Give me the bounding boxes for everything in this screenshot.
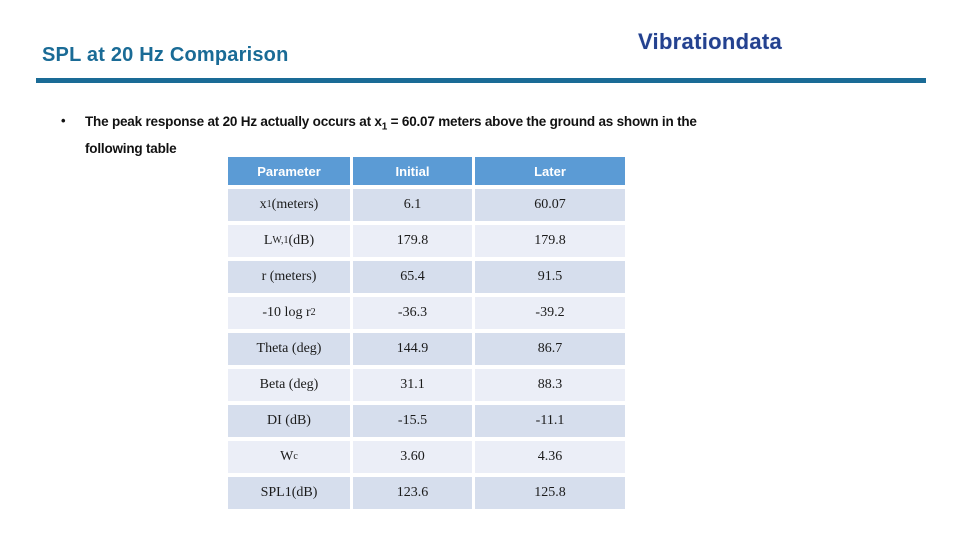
initial-value-cell: -36.3 [353,297,472,329]
later-value-cell: -11.1 [475,405,625,437]
page-title: SPL at 20 Hz Comparison [42,44,289,66]
param-cell: Beta (deg) [228,369,350,401]
param-cell: SPL1(dB) [228,477,350,509]
initial-value-cell: 6.1 [353,189,472,221]
column-header-parameter: Parameter [228,157,350,185]
initial-value-cell: 65.4 [353,261,472,293]
vibrationdata-logo: Vibrationdata [637,29,783,54]
later-value-cell: 4.36 [475,441,625,473]
later-value-cell: 86.7 [475,333,625,365]
initial-value-cell: 144.9 [353,333,472,365]
initial-value-cell: -15.5 [353,405,472,437]
param-cell: Theta (deg) [228,333,350,365]
initial-value-cell: 31.1 [353,369,472,401]
later-value-cell: -39.2 [475,297,625,329]
header-divider [36,78,926,83]
initial-value-cell: 179.8 [353,225,472,257]
comparison-table: Parameter Initial Later x 1 (meters) 6.1 60.07… [228,157,625,509]
initial-value-cell: 123.6 [353,477,472,509]
column-header-initial: Initial [353,157,472,185]
param-cell: DI (dB) [228,405,350,437]
later-value-cell: 60.07 [475,189,625,221]
later-value-cell: 179.8 [475,225,625,257]
bullet-marker: • [61,113,66,128]
later-value-cell: 88.3 [475,369,625,401]
later-value-cell: 125.8 [475,477,625,509]
param-cell: r (meters) [228,261,350,293]
initial-value-cell: 3.60 [353,441,472,473]
bullet-text: The peak response at 20 Hz actually occu… [85,114,697,156]
param-cell: L W,1 (dB) [228,225,350,257]
later-value-cell: 91.5 [475,261,625,293]
column-header-later: Later [475,157,625,185]
